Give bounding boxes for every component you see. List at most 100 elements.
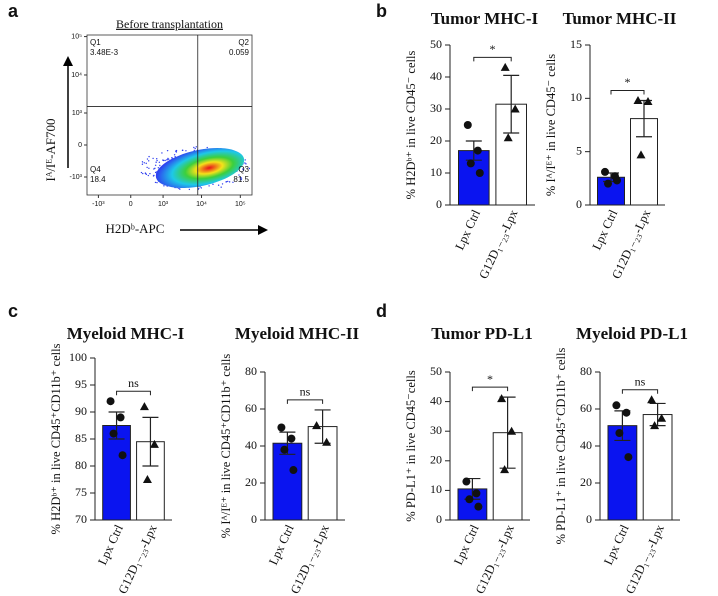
data-point [474, 502, 483, 511]
event-dot [185, 150, 187, 152]
chart-title: Tumor PD-L1 [431, 324, 533, 343]
chart-title: Myeloid MHC-II [235, 324, 360, 343]
x-tick-label: 10⁴ [196, 201, 207, 208]
x-tick-label: Lpx Ctrl [451, 522, 482, 567]
y-axis-label: % H2Dᵇ⁺ in live CD45⁺CD11b⁺ cells [49, 343, 63, 534]
data-point [615, 429, 624, 438]
data-point [462, 477, 471, 486]
event-dot [240, 178, 243, 181]
y-axis-label: % PD-L1⁺ in live CD45⁻cells [404, 370, 418, 522]
y-tick-label: 0 [586, 512, 592, 526]
event-dot [154, 171, 157, 174]
y-tick-label: 5 [576, 143, 582, 157]
event-dot [166, 159, 168, 161]
data-point [604, 179, 612, 188]
x-axis-label: H2Dᵇ-APC [106, 221, 165, 236]
chart-title: Tumor MHC-II [563, 9, 677, 28]
event-dot [175, 150, 177, 152]
data-point [312, 421, 322, 430]
y-tick-label: 20 [580, 475, 592, 489]
x-tick-label: 10³ [158, 201, 169, 208]
event-dot [167, 157, 169, 160]
y-axis-label: % H2Dᵇ⁺ in live CD45⁻ cells [404, 51, 418, 200]
y-tick-label: 85 [75, 431, 87, 445]
event-dot [199, 186, 201, 188]
event-dot [142, 172, 144, 175]
event-dot [194, 147, 196, 150]
panel-letter: c [8, 301, 18, 321]
error-bar [142, 416, 159, 467]
event-dot [238, 174, 240, 176]
bar [102, 425, 131, 521]
event-dot [149, 172, 151, 175]
quadrant-name: Q1 [90, 38, 101, 47]
y-axis-label: % PD-L1⁺ in live CD45⁺CD11b⁺ cells [554, 347, 568, 544]
y-tick-label: 40 [245, 438, 257, 452]
quadrant-value: 0.059 [229, 48, 250, 57]
data-point [507, 426, 517, 435]
event-dot [242, 168, 244, 170]
event-dot [173, 154, 176, 156]
event-dot [228, 181, 231, 183]
data-point [475, 169, 484, 177]
event-dot [161, 152, 163, 154]
data-point [624, 453, 633, 462]
event-dot [154, 167, 156, 170]
event-dot [154, 181, 157, 184]
event-dot [140, 171, 143, 174]
event-dot [146, 166, 148, 169]
chart-title: Tumor MHC-I [431, 9, 539, 28]
data-point [472, 489, 481, 498]
event-dot [200, 187, 203, 189]
y-tick-label: 50 [430, 37, 442, 51]
event-dot [148, 155, 150, 158]
y-axis-label: Iᴬ/Iᴱ-AF700 [43, 118, 58, 181]
event-dot [195, 146, 197, 148]
event-dot [227, 180, 229, 183]
significance-bracket [116, 390, 151, 396]
event-dot [220, 186, 222, 188]
y-tick-label: 10⁵ [71, 33, 82, 40]
x-tick-label: G12D₁₋₂₃-Lpx [476, 207, 521, 281]
y-tick-label: 95 [75, 377, 87, 391]
y-tick-label: 10 [570, 90, 582, 104]
event-dot [164, 159, 166, 162]
event-dot [166, 149, 169, 152]
data-point [643, 97, 653, 106]
y-tick-label: 0 [251, 512, 257, 526]
bar [642, 414, 673, 521]
data-point [322, 437, 332, 446]
data-point [650, 421, 660, 430]
data-point [612, 401, 621, 410]
y-tick-label: 20 [245, 475, 257, 489]
event-dot [143, 162, 145, 164]
event-dot [158, 161, 161, 164]
event-dot [145, 162, 147, 165]
data-point [500, 465, 510, 474]
y-tick-label: 40 [430, 69, 442, 83]
y-tick-label: -10³ [70, 174, 83, 181]
quadrant-value: 3.48E-3 [90, 48, 119, 57]
event-dot [208, 185, 210, 187]
data-point [510, 104, 520, 113]
data-point [118, 451, 127, 460]
arrow-head [63, 56, 73, 66]
quadrant-value: 81.5 [233, 175, 249, 184]
event-dot [147, 174, 150, 177]
data-point [139, 402, 149, 411]
x-tick-label: Lpx Ctrl [95, 522, 126, 567]
event-dot [163, 185, 165, 187]
event-dot [146, 158, 149, 160]
y-tick-label: 40 [580, 438, 592, 452]
panel-letter: d [376, 301, 387, 321]
significance-label: ns [300, 385, 311, 399]
x-tick-label: Lpx Ctrl [452, 207, 483, 252]
data-point [647, 395, 657, 404]
y-tick-label: 30 [430, 101, 442, 115]
chart-title: Myeloid MHC-I [67, 324, 185, 343]
significance-label: * [625, 75, 631, 89]
event-dot [248, 167, 251, 170]
data-point [613, 176, 621, 185]
data-point [106, 397, 115, 406]
